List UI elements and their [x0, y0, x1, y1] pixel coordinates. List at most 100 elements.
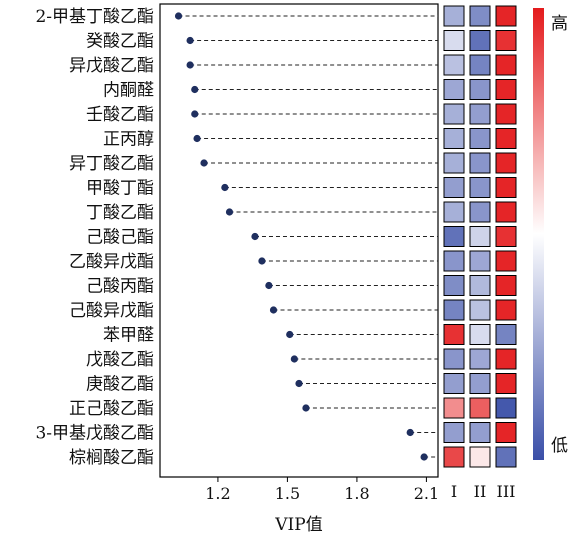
plot-frame: [159, 3, 439, 478]
heatmap-cell: [495, 79, 517, 100]
data-point: [258, 257, 266, 265]
heatmap-cell: [495, 30, 517, 51]
category-label: 丁酸乙酯: [86, 203, 154, 223]
heatmap-cell: [443, 226, 465, 247]
heatmap-cell: [495, 177, 517, 198]
data-point: [302, 404, 310, 412]
category-label: 苯甲醛: [103, 326, 154, 346]
category-label: 壬酸乙酯: [86, 105, 154, 125]
data-point: [191, 85, 199, 94]
heatmap-cell: [443, 128, 465, 149]
heatmap-cell: [495, 226, 517, 247]
heatmap-cell: [469, 348, 491, 370]
heatmap-cell: [495, 250, 517, 272]
heatmap-cell: [469, 128, 491, 149]
data-point: [406, 428, 414, 437]
category-label: 正己酸乙酯: [69, 399, 154, 419]
heatmap-cell: [443, 54, 465, 76]
heatmap-cell: [443, 422, 465, 443]
heatmap-cell: [443, 397, 465, 419]
heatmap-cell: [495, 5, 517, 27]
heatmap-cell: [469, 79, 491, 100]
data-point: [174, 12, 183, 20]
data-point: [200, 159, 208, 167]
data-point: [265, 281, 273, 290]
category-label: 2-甲基丁酸乙酯: [35, 7, 154, 27]
category-label: 己酸异戊酯: [69, 301, 154, 321]
heatmap-cell: [443, 250, 465, 272]
color-bar: [533, 8, 544, 460]
category-label: 戊酸乙酯: [86, 350, 154, 370]
heatmap-cell: [495, 324, 517, 345]
heatmap-cell: [495, 348, 517, 370]
category-label: 异丁酸乙酯: [69, 154, 154, 174]
data-point: [186, 61, 194, 69]
heatmap-cell: [495, 152, 517, 174]
heatmap-cell: [443, 5, 465, 27]
heatmap-cell: [495, 446, 517, 468]
category-label: 癸酸乙酯: [86, 32, 154, 52]
heatmap-cell: [469, 201, 491, 223]
data-point: [186, 36, 194, 45]
heatmap-cell: [469, 422, 491, 443]
category-label: 庚酸乙酯: [86, 375, 154, 395]
heatmap-cell: [443, 79, 465, 100]
heatmap-cell: [469, 5, 491, 27]
data-point: [225, 208, 234, 216]
heatmap-cell: [469, 30, 491, 51]
category-label: 甲酸丁酯: [86, 179, 154, 199]
heatmap-cell: [495, 422, 517, 443]
heatmap-cell: [469, 250, 491, 272]
heatmap-cell: [469, 397, 491, 419]
heatmap-cell: [495, 201, 517, 223]
category-label: 内酮醛: [103, 81, 154, 101]
color-bar-low-label: 低: [551, 436, 568, 456]
data-point: [251, 232, 259, 241]
heatmap-cell: [469, 373, 491, 394]
category-label: 乙酸异戊酯: [69, 252, 154, 272]
data-point: [191, 110, 199, 118]
heatmap-cell: [443, 30, 465, 51]
heatmap-cell: [443, 152, 465, 174]
category-label: 棕榈酸乙酯: [69, 448, 154, 468]
data-point: [295, 379, 303, 388]
heatmap-column-label: II: [474, 482, 487, 501]
heatmap-cell: [469, 177, 491, 198]
data-point: [290, 355, 298, 363]
x-tick-label: 1.5: [275, 484, 300, 503]
heatmap-cell: [443, 446, 465, 468]
heatmap-cell: [469, 54, 491, 76]
heatmap-cell: [495, 299, 517, 321]
category-label: 己酸丙酯: [86, 277, 154, 297]
heatmap-cell: [443, 373, 465, 394]
data-point: [193, 134, 201, 143]
data-point: [286, 330, 294, 339]
heatmap-cell: [469, 226, 491, 247]
heatmap-cell: [443, 103, 465, 125]
heatmap-cell: [469, 299, 491, 321]
heatmap-cell: [443, 177, 465, 198]
heatmap-cell: [469, 152, 491, 174]
heatmap-cell: [443, 299, 465, 321]
data-point: [420, 453, 428, 461]
x-tick-label: 2.1: [414, 484, 439, 503]
category-label: 正丙醇: [103, 130, 154, 150]
heatmap-cell: [469, 324, 491, 345]
data-point: [221, 183, 229, 192]
category-label: 己酸己酯: [86, 228, 154, 248]
heatmap-cell: [495, 397, 517, 419]
heatmap-cell: [443, 324, 465, 345]
heatmap-cell: [495, 54, 517, 76]
color-bar-high-label: 高: [551, 14, 568, 34]
heatmap-cell: [495, 275, 517, 296]
category-label: 3-甲基戊酸乙酯: [35, 424, 154, 444]
heatmap-column-label: III: [497, 482, 516, 501]
x-axis-label: VIP值: [274, 515, 322, 535]
x-tick-label: 1.2: [205, 484, 230, 503]
heatmap-cell: [469, 103, 491, 125]
heatmap-column-label: I: [451, 482, 457, 501]
heatmap-cell: [443, 275, 465, 296]
heatmap-cell: [469, 275, 491, 296]
heatmap-cell: [443, 201, 465, 223]
